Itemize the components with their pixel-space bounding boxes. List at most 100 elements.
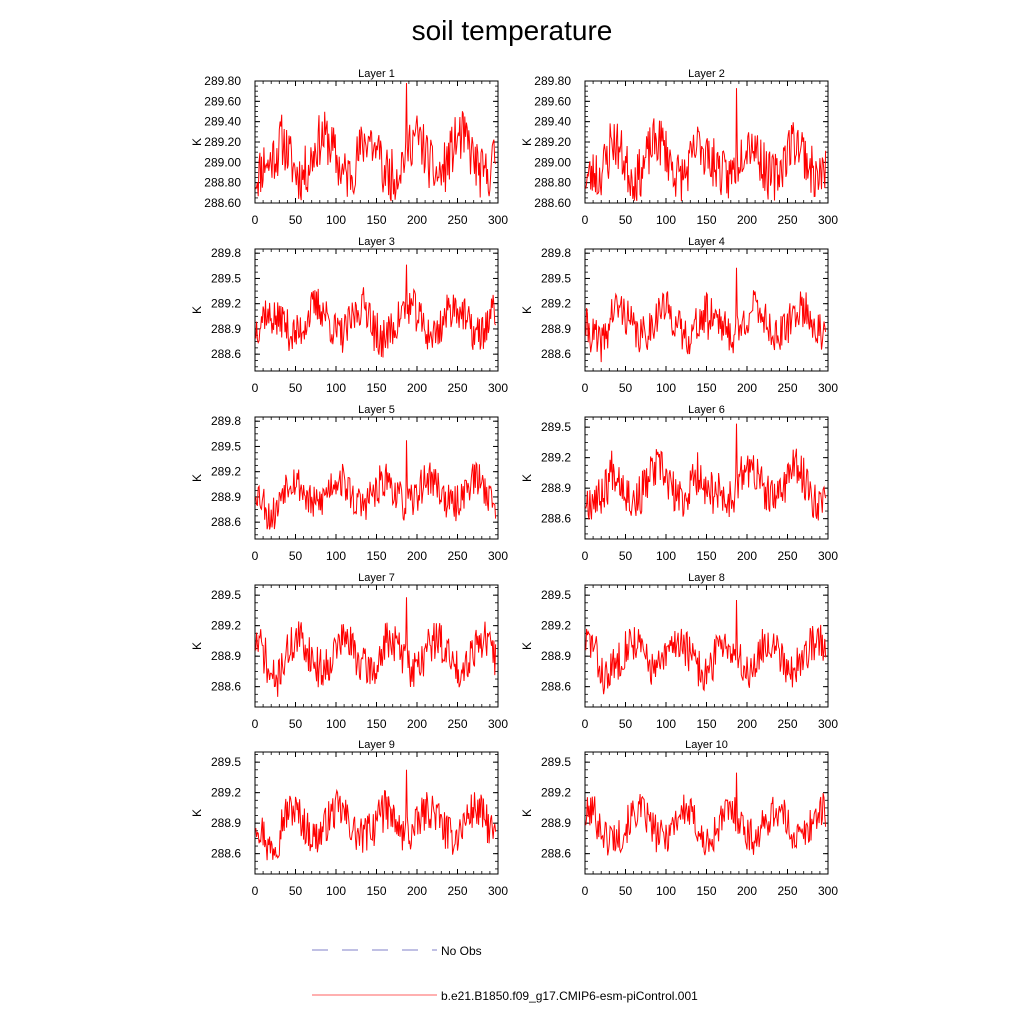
panel-title: Layer 5 xyxy=(358,404,395,416)
x-tick-label: 0 xyxy=(582,884,589,898)
panel-title: Layer 7 xyxy=(358,572,395,584)
y-axis-label: K xyxy=(190,474,204,482)
x-tick-label: 100 xyxy=(656,381,676,395)
panel-title: Layer 9 xyxy=(358,739,395,751)
series-line xyxy=(585,88,827,202)
y-axis-label: K xyxy=(520,809,534,817)
y-tick-label: 289.60 xyxy=(204,94,241,108)
x-tick-label: 50 xyxy=(619,549,633,563)
x-tick-label: 50 xyxy=(619,717,633,731)
x-tick-label: 300 xyxy=(488,717,508,731)
y-tick-label: 289.5 xyxy=(541,588,571,602)
y-tick-label: 289.20 xyxy=(204,135,241,149)
x-tick-label: 200 xyxy=(737,549,757,563)
x-tick-label: 150 xyxy=(366,549,386,563)
plot-frame xyxy=(254,416,499,540)
series-line xyxy=(585,772,827,856)
y-axis-label: K xyxy=(520,306,534,314)
y-tick-label: 288.9 xyxy=(211,816,241,830)
x-tick-label: 250 xyxy=(447,717,467,731)
x-tick-label: 0 xyxy=(252,213,259,227)
legend: No Obs b.e21.B1850.f09_g17.CMIP6-esm-piC… xyxy=(312,944,698,1003)
x-tick-label: 50 xyxy=(619,884,633,898)
y-tick-label: 289.60 xyxy=(534,94,571,108)
x-tick-label: 250 xyxy=(447,549,467,563)
x-tick-label: 50 xyxy=(289,717,303,731)
x-tick-label: 50 xyxy=(619,381,633,395)
x-tick-label: 150 xyxy=(696,381,716,395)
x-tick-label: 100 xyxy=(326,213,346,227)
panel-layer-5: Layer 5 288.6 288.9 289.2 289.5 289.8 0 50 100 15… xyxy=(190,404,508,563)
y-tick-label: 288.9 xyxy=(211,322,241,336)
y-tick-label: 289.5 xyxy=(541,271,571,285)
y-tick-label: 289.80 xyxy=(204,74,241,88)
y-tick-label: 288.6 xyxy=(211,347,241,361)
y-tick-label: 288.9 xyxy=(541,649,571,663)
y-tick-label: 288.6 xyxy=(541,680,571,694)
x-tick-label: 50 xyxy=(289,549,303,563)
y-tick-label: 288.80 xyxy=(534,176,571,190)
y-tick-label: 289.2 xyxy=(211,465,241,479)
panel-title: Layer 3 xyxy=(358,236,395,248)
x-tick-label: 250 xyxy=(777,884,797,898)
x-tick-label: 100 xyxy=(656,884,676,898)
y-tick-label: 288.6 xyxy=(541,512,571,526)
panel-layer-8: Layer 8 288.6 288.9 289.2 289.5 0 50 100 150 200 2… xyxy=(520,572,838,731)
x-tick-label: 250 xyxy=(777,717,797,731)
x-tick-label: 0 xyxy=(582,717,589,731)
y-tick-label: 289.2 xyxy=(541,297,571,311)
x-tick-label: 150 xyxy=(366,381,386,395)
x-tick-label: 50 xyxy=(289,381,303,395)
y-tick-label: 289.8 xyxy=(211,246,241,260)
x-tick-label: 0 xyxy=(252,381,259,395)
x-tick-label: 300 xyxy=(488,884,508,898)
y-tick-label: 288.9 xyxy=(541,481,571,495)
y-tick-label: 288.9 xyxy=(211,490,241,504)
y-tick-label: 288.9 xyxy=(211,649,241,663)
figure-title: soil temperature xyxy=(412,15,613,46)
y-tick-label: 288.60 xyxy=(204,196,241,210)
y-tick-label: 288.6 xyxy=(211,515,241,529)
x-tick-label: 0 xyxy=(252,884,259,898)
x-tick-label: 200 xyxy=(407,381,427,395)
y-tick-label: 289.5 xyxy=(211,271,241,285)
series-line xyxy=(255,264,497,358)
x-tick-label: 150 xyxy=(696,213,716,227)
x-tick-label: 100 xyxy=(326,549,346,563)
panel-title: Layer 6 xyxy=(688,404,725,416)
x-tick-label: 100 xyxy=(656,213,676,227)
x-tick-label: 300 xyxy=(818,381,838,395)
x-tick-label: 250 xyxy=(447,381,467,395)
x-tick-label: 0 xyxy=(582,549,589,563)
x-tick-label: 250 xyxy=(777,549,797,563)
x-tick-label: 300 xyxy=(488,213,508,227)
y-tick-label: 288.80 xyxy=(204,176,241,190)
y-tick-label: 289.5 xyxy=(211,755,241,769)
x-tick-label: 0 xyxy=(252,549,259,563)
panel-layer-9: Layer 9 288.6 288.9 289.2 289.5 0 50 100 150 200 2… xyxy=(190,739,508,898)
x-tick-label: 200 xyxy=(737,213,757,227)
series-line xyxy=(585,423,827,521)
y-tick-label: 289.5 xyxy=(211,588,241,602)
y-tick-label: 289.2 xyxy=(211,786,241,800)
series-line xyxy=(255,82,497,202)
y-tick-label: 289.2 xyxy=(541,786,571,800)
x-tick-label: 300 xyxy=(818,717,838,731)
panel-layer-4: Layer 4 288.6 288.9 289.2 289.5 289.8 0 50 100 15… xyxy=(520,236,838,395)
y-tick-label: 288.9 xyxy=(541,816,571,830)
x-tick-label: 100 xyxy=(656,717,676,731)
y-tick-label: 289.5 xyxy=(541,420,571,434)
y-tick-label: 289.2 xyxy=(211,297,241,311)
panel-layer-3: Layer 3 288.6 288.9 289.2 289.5 289.8 0 50 100 15… xyxy=(190,236,508,395)
panel-title: Layer 2 xyxy=(688,68,725,80)
x-tick-label: 300 xyxy=(488,381,508,395)
y-axis-label: K xyxy=(190,642,204,650)
x-tick-label: 100 xyxy=(326,717,346,731)
y-tick-label: 288.60 xyxy=(534,196,571,210)
x-tick-label: 0 xyxy=(582,213,589,227)
x-tick-label: 300 xyxy=(818,884,838,898)
x-tick-label: 150 xyxy=(696,884,716,898)
x-tick-label: 100 xyxy=(326,884,346,898)
y-tick-label: 288.6 xyxy=(541,347,571,361)
x-tick-label: 250 xyxy=(447,213,467,227)
